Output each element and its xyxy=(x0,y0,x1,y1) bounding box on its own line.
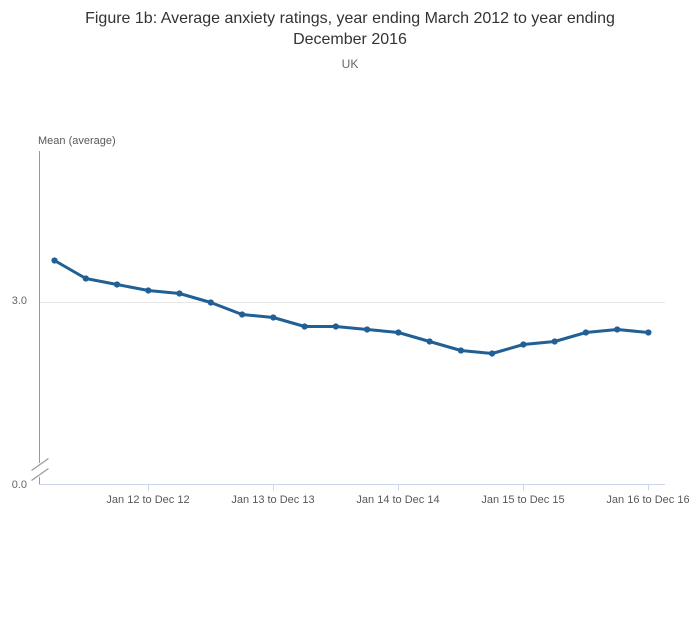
data-point-marker xyxy=(176,290,183,297)
anxiety-line-series xyxy=(51,257,652,357)
data-point-marker xyxy=(489,350,496,357)
axis-break-mark xyxy=(31,458,49,471)
data-point-marker xyxy=(207,299,214,306)
data-point-marker xyxy=(582,329,590,336)
data-point-marker xyxy=(82,275,89,282)
chart-subtitle: UK xyxy=(341,57,359,71)
series-line xyxy=(53,259,650,355)
x-tick-label-2012: Jan 12 to Dec 12 xyxy=(106,494,190,506)
data-point-marker xyxy=(645,329,652,336)
data-point-marker xyxy=(457,347,464,354)
data-point-marker xyxy=(614,326,621,333)
data-point-marker xyxy=(239,311,246,318)
x-tick-label-2014: Jan 14 to Dec 14 xyxy=(356,494,440,506)
data-point-marker xyxy=(426,338,433,345)
data-point-marker xyxy=(113,281,121,288)
y-axis-title: Mean (average) xyxy=(38,135,116,147)
data-point-marker xyxy=(395,329,402,336)
data-point-marker xyxy=(51,257,58,264)
data-point-marker xyxy=(520,341,527,348)
x-tick-label-2013: Jan 13 to Dec 13 xyxy=(231,494,315,506)
axis-break-mark xyxy=(31,468,49,481)
chart-title: Figure 1b: Average anxiety ratings, year… xyxy=(85,10,615,48)
data-point-marker xyxy=(551,338,558,345)
data-point-marker xyxy=(301,323,308,330)
y-tick-label-0: 0.0 xyxy=(11,479,27,491)
x-tick-label-2015: Jan 15 to Dec 15 xyxy=(481,494,565,506)
y-tick-label-3: 3.0 xyxy=(11,295,27,307)
data-point-marker xyxy=(270,314,277,321)
data-point-marker xyxy=(332,323,339,330)
data-point-marker xyxy=(364,326,371,333)
x-tick-label-2016: Jan 16 to Dec 16 xyxy=(606,494,690,506)
data-point-marker xyxy=(145,287,152,294)
